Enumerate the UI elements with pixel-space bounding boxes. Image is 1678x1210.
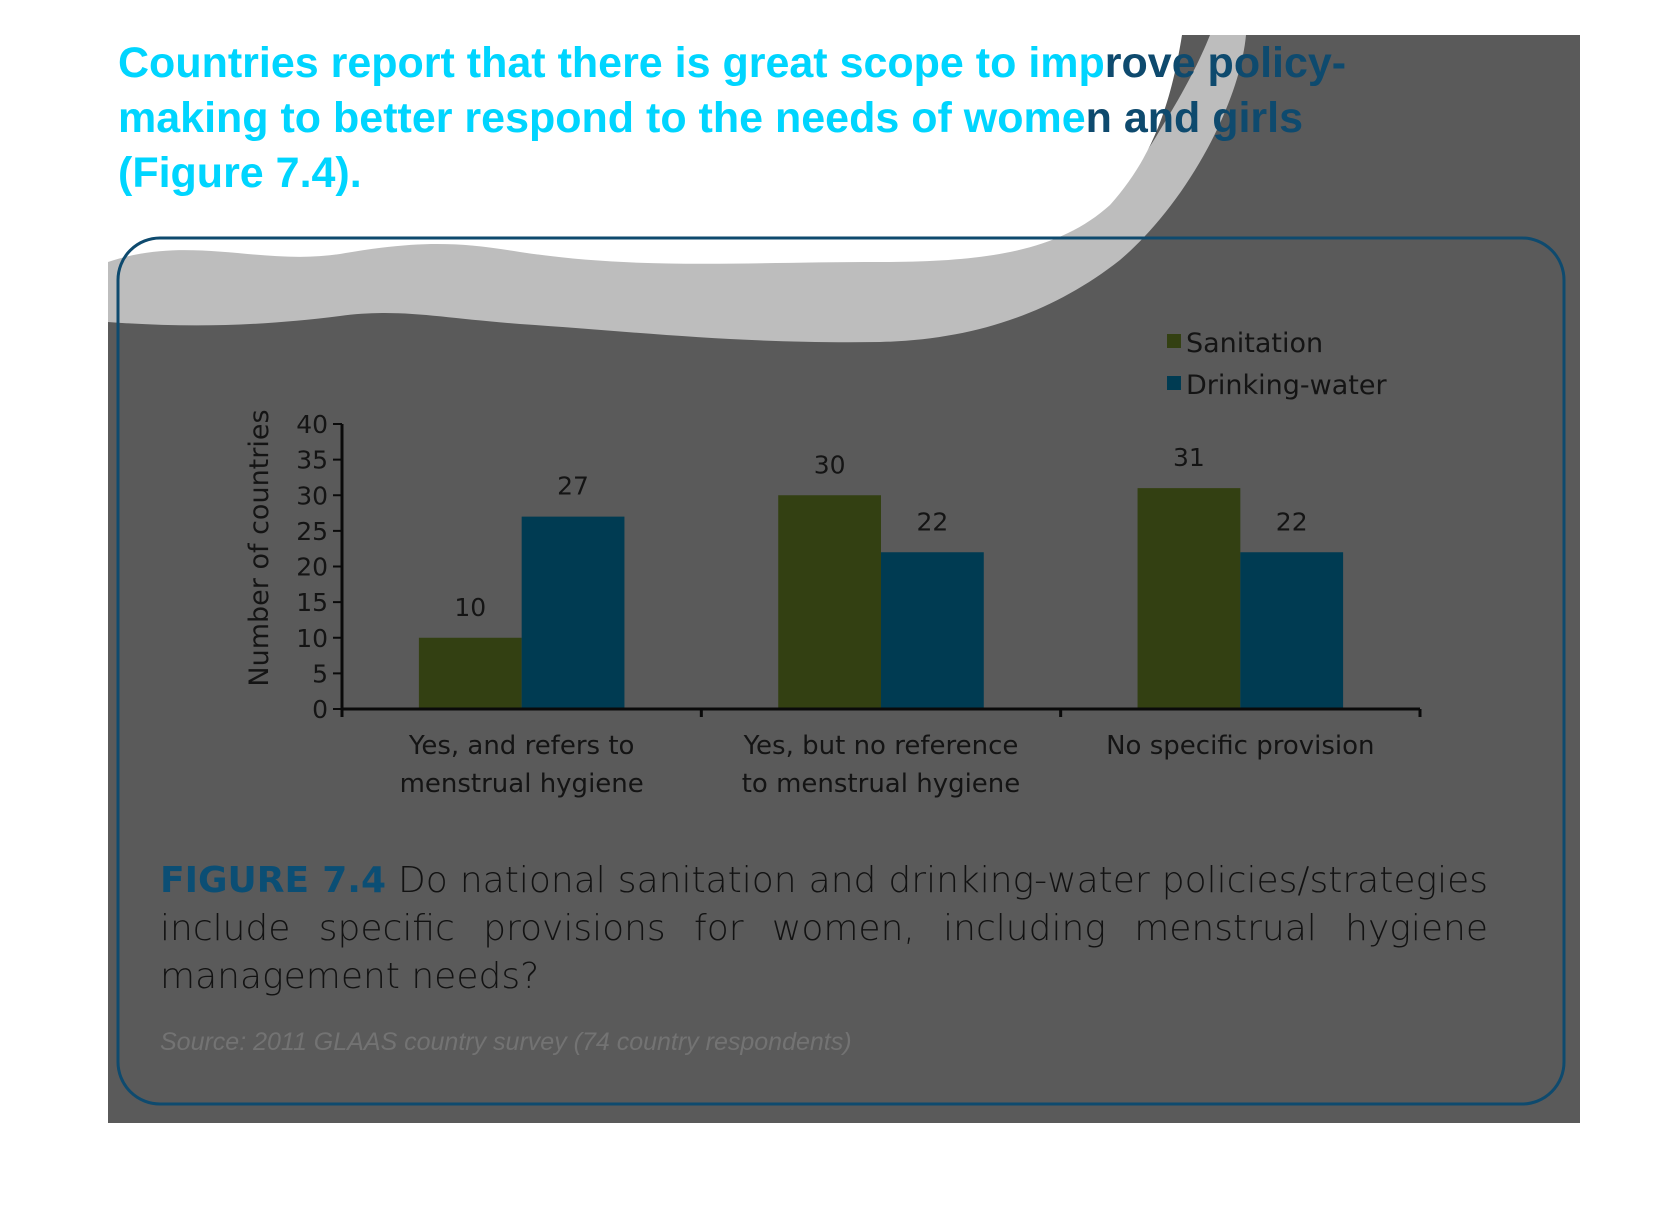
bar-drinking-water — [881, 552, 984, 709]
y-tick-label: 15 — [296, 588, 328, 617]
x-tick-label: to menstrual hygiene — [742, 769, 1021, 799]
headline-line-1-a: Countries report that there is great sco… — [118, 39, 1105, 87]
value-label: 30 — [814, 450, 846, 479]
bar-sanitation — [418, 637, 522, 709]
headline-line-1-b: rove policy- — [1104, 39, 1347, 87]
y-axis: 0 5 10 15 20 25 30 35 40 — [296, 410, 344, 724]
legend-label: Sanitation — [1186, 328, 1323, 359]
y-tick-label: 25 — [296, 517, 328, 546]
y-tick-label: 10 — [296, 624, 328, 653]
y-tick-label: 0 — [312, 695, 328, 724]
figure-label: FIGURE 7.4 — [160, 860, 386, 901]
y-tick-label: 5 — [312, 659, 328, 688]
y-tick-label: 40 — [296, 410, 328, 439]
headline-line-2-a: making to better respond to the needs of… — [118, 94, 1086, 142]
headline-line-1: Countries report that there is great sco… — [118, 36, 1518, 91]
y-tick-label: 20 — [296, 553, 328, 582]
value-label: 22 — [1276, 507, 1308, 536]
bars — [418, 488, 1344, 709]
headline: Countries report that there is great sco… — [118, 36, 1518, 201]
figure-caption-text: Do national sanitation and drinking-wate… — [160, 860, 1488, 997]
y-tick-label: 35 — [296, 446, 328, 475]
headline-line-3: (Figure 7.4). — [118, 149, 362, 197]
x-tick-label: Yes, but no reference — [743, 731, 1019, 761]
figure-frame — [116, 236, 1566, 1106]
wave-decoration — [108, 35, 1246, 343]
headline-line-2-b: n and girls — [1085, 94, 1304, 142]
bar-sanitation — [778, 495, 881, 709]
value-label: 10 — [454, 593, 486, 622]
source-note: Source: 2011 GLAAS country survey (74 co… — [160, 1028, 852, 1056]
legend-label: Drinking-water — [1186, 370, 1387, 401]
x-tick-label: menstrual hygiene — [400, 769, 644, 799]
legend-swatch — [1167, 376, 1181, 390]
legend: Sanitation Drinking-water — [1167, 328, 1387, 401]
x-tick-label: No specific provision — [1106, 731, 1374, 761]
y-tick-label: 30 — [296, 481, 328, 510]
bar-drinking-water — [521, 516, 625, 709]
figure-caption: FIGURE 7.4 Do national sanitation and dr… — [160, 857, 1488, 1001]
legend-swatch — [1167, 334, 1181, 348]
value-label: 31 — [1173, 443, 1205, 472]
value-label: 22 — [916, 507, 948, 536]
x-axis: Yes, and refers to menstrual hygiene Yes, … — [340, 707, 1422, 799]
y-axis-label: Number of countries — [244, 409, 275, 686]
bar-chart: Number of countries 0 5 10 15 20 25 30 35 40 10 3… — [244, 328, 1422, 799]
value-label: 27 — [557, 472, 589, 501]
headline-line-2: making to better respond to the needs of… — [118, 91, 1518, 146]
bar-sanitation — [1137, 488, 1241, 709]
bar-drinking-water — [1240, 552, 1344, 709]
white-swoosh — [108, 35, 1182, 264]
x-tick-label: Yes, and refers to — [408, 731, 635, 761]
value-labels: 10 30 31 27 22 22 — [454, 443, 1307, 622]
